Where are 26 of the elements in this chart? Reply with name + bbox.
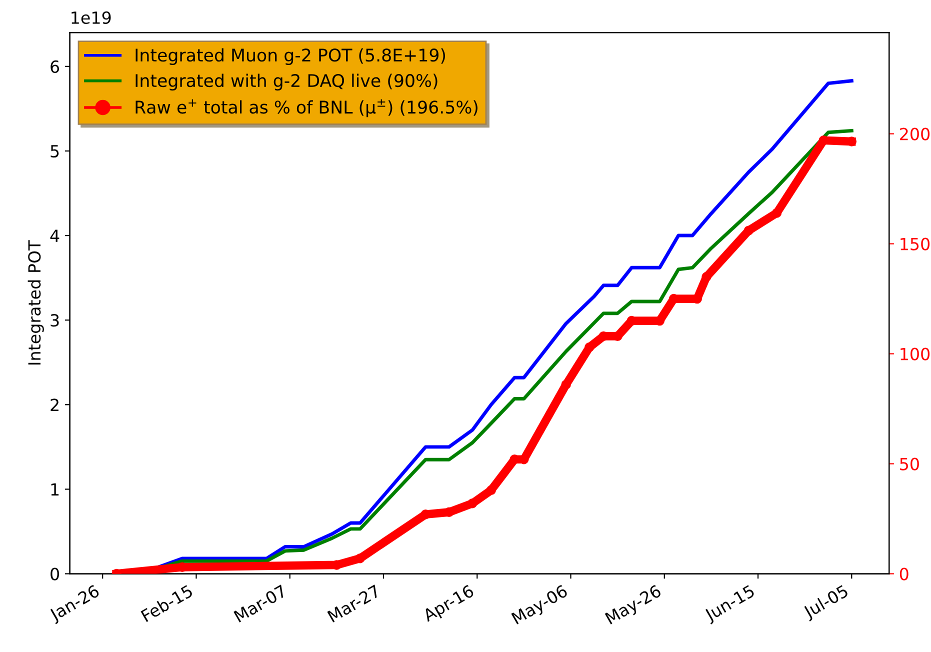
legend-label: Integrated Muon g-2 POT (5.8E+19) [136,48,445,66]
point [744,226,754,236]
y2-tick-label: 0 [900,568,908,580]
y-tick-label: 4 [50,230,60,242]
text: 1e19 [72,11,111,24]
y-tick-label: 2 [50,398,58,411]
y-tick-label: 6 [50,60,60,73]
point [420,510,430,520]
y-tick-label: 0 [50,568,59,580]
y-tick-label: 3 [50,314,59,327]
point [468,498,478,508]
y-axis-title: Integrated POT [28,240,44,365]
y-tick-label: 5 [50,145,59,158]
point [702,272,712,282]
point [355,554,365,564]
y2-tick-label: 50 [900,458,919,470]
point [486,485,496,496]
y2-tick-label: 200 [900,128,930,140]
point [561,380,571,390]
point [772,208,782,218]
y2-tick-label: 150 [900,238,930,250]
y2-tick-label: 100 [900,348,930,360]
point [584,342,594,352]
legend-label: Integrated with g-2 DAQ live (90%) [136,74,438,91]
legend-label: Raw e$^{+}$ total as % of BNL (μ$^{±}$) (196.5%) [136,99,478,118]
y-tick-label: 1 [51,483,59,496]
